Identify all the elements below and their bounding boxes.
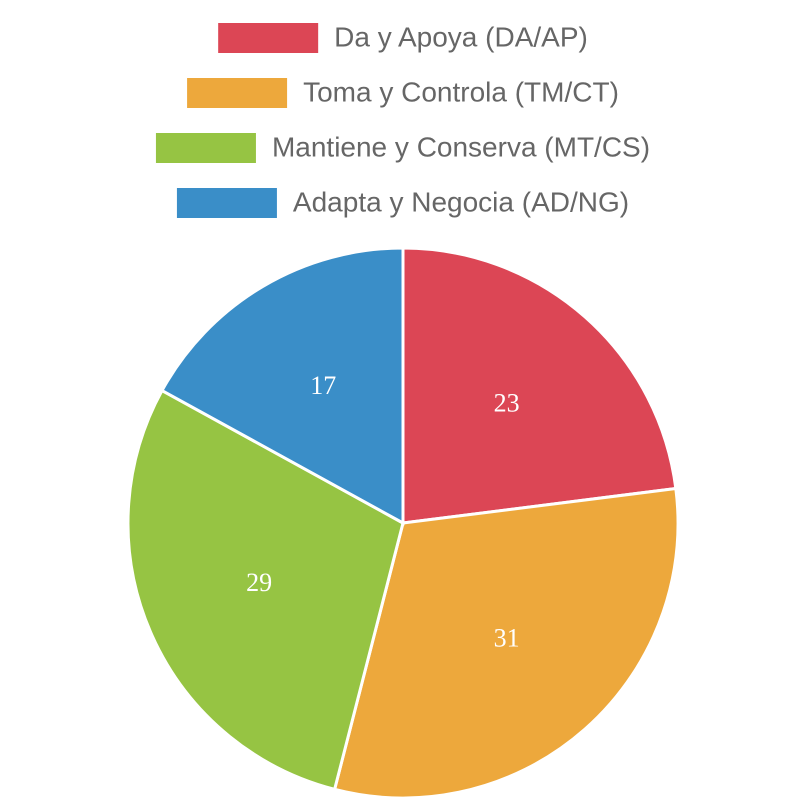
legend-swatch bbox=[176, 188, 277, 218]
legend-item: Adapta y Negocia (AD/NG) bbox=[176, 186, 629, 218]
legend-label: Mantiene y Conserva (MT/CS) bbox=[272, 131, 650, 162]
legend-label: Toma y Controla (TM/CT) bbox=[303, 76, 619, 107]
pie-slice bbox=[332, 486, 680, 800]
legend-label: Da y Apoya (DA/AP) bbox=[334, 21, 588, 52]
value-label: 31 bbox=[494, 624, 520, 653]
pie-slice bbox=[126, 388, 405, 792]
legend-label: Adapta y Negocia (AD/NG) bbox=[293, 186, 629, 217]
legend-item: Da y Apoya (DA/AP) bbox=[218, 21, 588, 53]
pie-slice bbox=[159, 246, 405, 526]
value-label: 29 bbox=[246, 568, 272, 597]
pie-slice bbox=[401, 246, 678, 525]
legend-item: Mantiene y Conserva (MT/CS) bbox=[155, 131, 650, 163]
legend-swatch bbox=[187, 78, 288, 108]
legend-swatch bbox=[218, 23, 319, 53]
value-label: 23 bbox=[494, 388, 520, 417]
value-label: 17 bbox=[310, 371, 336, 400]
legend-item: Toma y Controla (TM/CT) bbox=[187, 76, 619, 108]
legend-swatch bbox=[155, 133, 256, 163]
